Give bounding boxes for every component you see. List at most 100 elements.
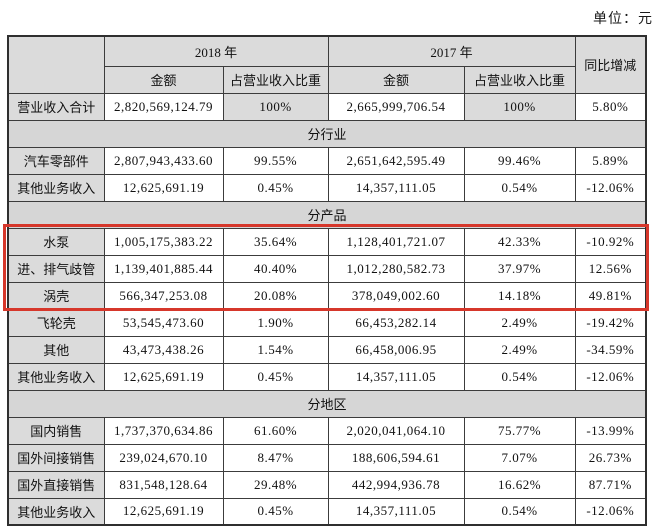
section-row: 分地区 <box>7 389 647 418</box>
share-2017: 2.49% <box>463 335 576 364</box>
row-label: 国外间接销售 <box>7 443 105 472</box>
section-label: 分产品 <box>7 200 647 229</box>
yoy-change: -13.99% <box>574 416 647 445</box>
col-header-share-2018: 占营业收入比重 <box>222 65 329 94</box>
amount-2018: 43,473,438.26 <box>103 335 224 364</box>
share-2017: 0.54% <box>463 362 576 391</box>
share-2017: 99.46% <box>463 146 576 175</box>
share-2018: 0.45% <box>222 173 329 202</box>
row-label: 进、排气歧管 <box>7 254 105 283</box>
share-2018: 20.08% <box>222 281 329 310</box>
amount-2017: 2,020,041,064.10 <box>327 416 465 445</box>
amount-2018: 12,625,691.19 <box>103 497 224 526</box>
amount-2018: 1,005,175,383.22 <box>103 227 224 256</box>
share-2018: 100% <box>222 92 329 121</box>
table-row: 营业收入合计 2,820,569,124.79 100% 2,665,999,706.… <box>7 92 647 121</box>
yoy-change: 49.81% <box>574 281 647 310</box>
row-label: 汽车零部件 <box>7 146 105 175</box>
row-label: 国外直接销售 <box>7 470 105 499</box>
row-label: 其他业务收入 <box>7 173 105 202</box>
table-row: 飞轮壳 53,545,473.60 1.90% 66,453,282.14 2.49% -… <box>7 308 647 337</box>
amount-2018: 1,139,401,885.44 <box>103 254 224 283</box>
row-label: 国内销售 <box>7 416 105 445</box>
share-2018: 1.90% <box>222 308 329 337</box>
table-row: 国外直接销售 831,548,128.64 29.48% 442,994,936.78… <box>7 470 647 499</box>
table-row: 进、排气歧管 1,139,401,885.44 40.40% 1,012,280,58… <box>7 254 647 283</box>
row-label: 其他 <box>7 335 105 364</box>
share-2018: 0.45% <box>222 362 329 391</box>
amount-2017: 378,049,002.60 <box>327 281 465 310</box>
share-2017: 2.49% <box>463 308 576 337</box>
share-2017: 7.07% <box>463 443 576 472</box>
row-label: 其他业务收入 <box>7 497 105 526</box>
table-row: 其他业务收入 12,625,691.19 0.45% 14,357,111.05 0.5… <box>7 497 647 526</box>
table-row: 其他 43,473,438.26 1.54% 66,458,006.95 2.49% -3… <box>7 335 647 364</box>
row-label: 其他业务收入 <box>7 362 105 391</box>
yoy-change: -12.06% <box>574 173 647 202</box>
share-2018: 1.54% <box>222 335 329 364</box>
amount-2017: 188,606,594.61 <box>327 443 465 472</box>
share-2018: 29.48% <box>222 470 329 499</box>
revenue-table: 2018 年 2017 年 同比增减 金额 占营业收入比重 金额 占营业收入比重… <box>7 35 648 526</box>
col-header-amount-2017: 金额 <box>327 65 465 94</box>
amount-2018: 12,625,691.19 <box>103 173 224 202</box>
share-2017: 16.62% <box>463 470 576 499</box>
share-2018: 99.55% <box>222 146 329 175</box>
share-2018: 35.64% <box>222 227 329 256</box>
col-header-yoy: 同比增减 <box>574 35 647 94</box>
row-label: 涡壳 <box>7 281 105 310</box>
amount-2018: 2,807,943,433.60 <box>103 146 224 175</box>
share-2018: 0.45% <box>222 497 329 526</box>
share-2018: 40.40% <box>222 254 329 283</box>
amount-2017: 1,012,280,582.73 <box>327 254 465 283</box>
col-header-amount-2018: 金额 <box>103 65 224 94</box>
amount-2017: 14,357,111.05 <box>327 497 465 526</box>
corner-cell <box>7 35 105 94</box>
yoy-change: -12.06% <box>574 497 647 526</box>
yoy-change: -12.06% <box>574 362 647 391</box>
share-2018: 8.47% <box>222 443 329 472</box>
yoy-change: 12.56% <box>574 254 647 283</box>
amount-2018: 53,545,473.60 <box>103 308 224 337</box>
yoy-change: 5.80% <box>574 92 647 121</box>
table-header: 2018 年 2017 年 同比增减 金额 占营业收入比重 金额 占营业收入比重 <box>7 35 647 94</box>
yoy-change: -10.92% <box>574 227 647 256</box>
amount-2018: 1,737,370,634.86 <box>103 416 224 445</box>
table-row: 水泵 1,005,175,383.22 35.64% 1,128,401,721.07… <box>7 227 647 256</box>
amount-2017: 66,458,006.95 <box>327 335 465 364</box>
col-header-2017: 2017 年 <box>327 35 576 67</box>
section-row: 分行业 <box>7 119 647 148</box>
yoy-change: 87.71% <box>574 470 647 499</box>
table-row: 汽车零部件 2,807,943,433.60 99.55% 2,651,642,595… <box>7 146 647 175</box>
share-2018: 61.60% <box>222 416 329 445</box>
section-label: 分行业 <box>7 119 647 148</box>
row-label: 水泵 <box>7 227 105 256</box>
share-2017: 0.54% <box>463 497 576 526</box>
section-row: 分产品 <box>7 200 647 229</box>
table-row: 国外间接销售 239,024,670.10 8.47% 188,606,594.61 7… <box>7 443 647 472</box>
share-2017: 75.77% <box>463 416 576 445</box>
yoy-change: 26.73% <box>574 443 647 472</box>
share-2017: 0.54% <box>463 173 576 202</box>
unit-label: 单位：元 <box>593 12 653 27</box>
amount-2018: 239,024,670.10 <box>103 443 224 472</box>
col-header-share-2017: 占营业收入比重 <box>463 65 576 94</box>
yoy-change: -19.42% <box>574 308 647 337</box>
table-row: 其他业务收入 12,625,691.19 0.45% 14,357,111.05 0.5… <box>7 362 647 391</box>
row-label: 营业收入合计 <box>7 92 105 121</box>
amount-2018: 566,347,253.08 <box>103 281 224 310</box>
amount-2017: 14,357,111.05 <box>327 362 465 391</box>
table-row: 涡壳 566,347,253.08 20.08% 378,049,002.60 14.1… <box>7 281 647 310</box>
yoy-change: 5.89% <box>574 146 647 175</box>
share-2017: 100% <box>463 92 576 121</box>
share-2017: 14.18% <box>463 281 576 310</box>
table-row: 其他业务收入 12,625,691.19 0.45% 14,357,111.05 0.5… <box>7 173 647 202</box>
amount-2018: 2,820,569,124.79 <box>103 92 224 121</box>
amount-2017: 1,128,401,721.07 <box>327 227 465 256</box>
table-body: 营业收入合计 2,820,569,124.79 100% 2,665,999,706.… <box>7 92 647 526</box>
row-label: 飞轮壳 <box>7 308 105 337</box>
amount-2017: 2,651,642,595.49 <box>327 146 465 175</box>
amount-2017: 14,357,111.05 <box>327 173 465 202</box>
table-row: 国内销售 1,737,370,634.86 61.60% 2,020,041,064.… <box>7 416 647 445</box>
